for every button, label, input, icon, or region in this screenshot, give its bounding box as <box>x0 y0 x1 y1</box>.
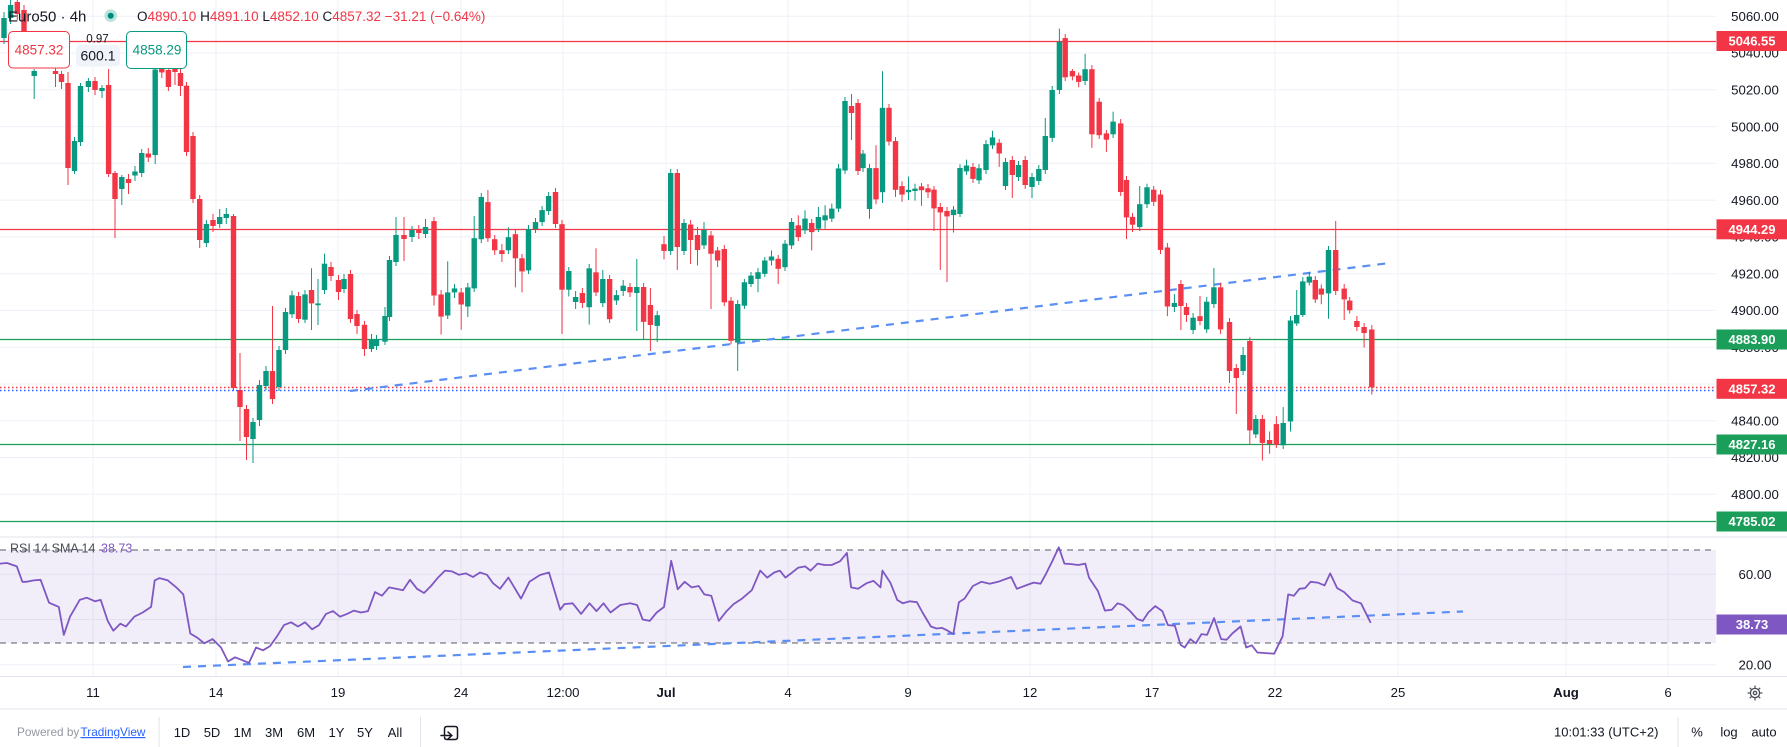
svg-text:Aug: Aug <box>1553 685 1579 700</box>
svg-text:4857.32: 4857.32 <box>1729 382 1776 397</box>
svg-text:4858.29: 4858.29 <box>133 43 182 58</box>
svg-text:1Y: 1Y <box>329 725 345 740</box>
svg-text:1M: 1M <box>233 725 251 740</box>
svg-text:22: 22 <box>1268 685 1283 700</box>
svg-text:4800.00: 4800.00 <box>1731 487 1779 502</box>
svg-text:All: All <box>388 725 403 740</box>
svg-text:19: 19 <box>331 685 346 700</box>
svg-text:Jul: Jul <box>656 685 675 700</box>
svg-text:12:00: 12:00 <box>546 685 579 700</box>
svg-text:auto: auto <box>1751 725 1776 740</box>
svg-text:Powered by: Powered by <box>17 725 79 739</box>
svg-text:4980.00: 4980.00 <box>1731 156 1779 171</box>
svg-text:600.1: 600.1 <box>80 48 115 64</box>
svg-text:3M: 3M <box>265 725 283 740</box>
svg-text:%: % <box>1691 725 1703 740</box>
svg-text:6M: 6M <box>297 725 315 740</box>
svg-text:9: 9 <box>904 685 911 700</box>
svg-text:4857.32: 4857.32 <box>15 43 64 58</box>
svg-text:25: 25 <box>1391 685 1406 700</box>
svg-text:17: 17 <box>1145 685 1160 700</box>
svg-text:60.00: 60.00 <box>1738 567 1771 582</box>
svg-text:4960.00: 4960.00 <box>1731 193 1779 208</box>
svg-text:1D: 1D <box>174 725 191 740</box>
svg-text:11: 11 <box>86 685 100 700</box>
svg-text:5020.00: 5020.00 <box>1731 83 1779 98</box>
svg-text:5D: 5D <box>204 725 221 740</box>
svg-text:14: 14 <box>209 685 224 700</box>
svg-text:5060.00: 5060.00 <box>1731 9 1779 24</box>
svg-text:38.73: 38.73 <box>101 542 132 556</box>
svg-text:4883.90: 4883.90 <box>1729 332 1776 347</box>
svg-text:Euro50 · 4h: Euro50 · 4h <box>8 9 86 26</box>
svg-text:12: 12 <box>1023 685 1038 700</box>
svg-text:4920.00: 4920.00 <box>1731 266 1779 281</box>
svg-text:RSI 14 SMA 14: RSI 14 SMA 14 <box>10 542 96 556</box>
svg-text:6: 6 <box>1664 685 1671 700</box>
svg-text:4900.00: 4900.00 <box>1731 303 1779 318</box>
svg-text:O4890.10 H4891.10 L4852.10 C48: O4890.10 H4891.10 L4852.10 C4857.32 −31.… <box>137 9 485 24</box>
svg-text:4840.00: 4840.00 <box>1731 413 1779 428</box>
svg-text:5Y: 5Y <box>357 725 373 740</box>
svg-text:0.97: 0.97 <box>86 34 108 46</box>
svg-text:4785.02: 4785.02 <box>1729 514 1776 529</box>
svg-text:TradingView: TradingView <box>81 725 146 739</box>
svg-text:4827.16: 4827.16 <box>1729 437 1776 452</box>
svg-text:24: 24 <box>454 685 469 700</box>
svg-text:4: 4 <box>784 685 791 700</box>
svg-text:5046.55: 5046.55 <box>1729 34 1776 49</box>
svg-text:10:01:33 (UTC+2): 10:01:33 (UTC+2) <box>1554 725 1658 740</box>
svg-text:4944.29: 4944.29 <box>1729 222 1776 237</box>
svg-text:5000.00: 5000.00 <box>1731 119 1779 134</box>
svg-text:20.00: 20.00 <box>1738 658 1771 673</box>
svg-text:log: log <box>1720 725 1737 740</box>
svg-text:38.73: 38.73 <box>1736 617 1769 632</box>
